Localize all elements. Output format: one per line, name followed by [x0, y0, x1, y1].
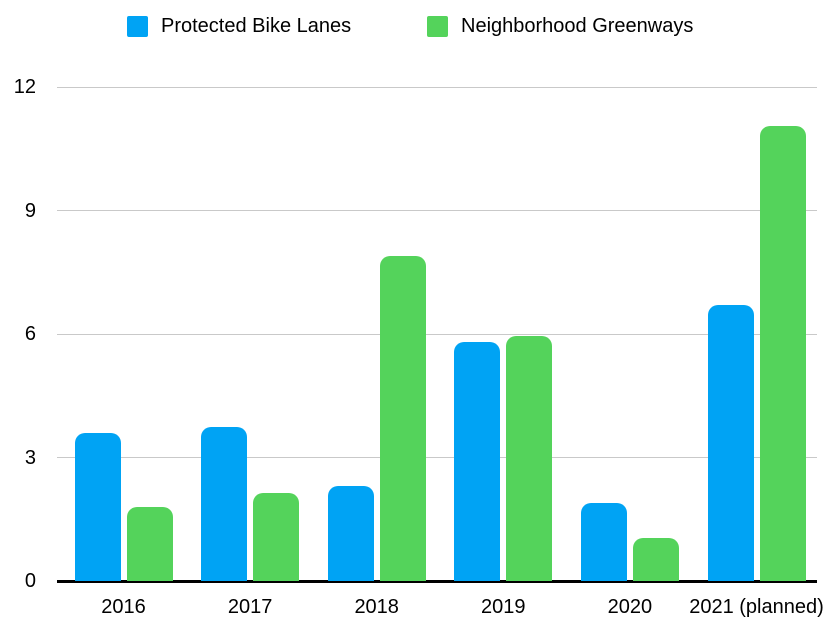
x-axis-line — [57, 580, 817, 583]
legend-item-protected-bike-lanes: Protected Bike Lanes — [127, 15, 351, 38]
chart-legend: Protected Bike Lanes Neighborhood Greenwa… — [0, 0, 835, 56]
bar-neighborhood-greenways-2017 — [253, 492, 300, 581]
x-category-label-2016: 2016 — [101, 596, 146, 618]
legend-swatch-icon — [127, 16, 148, 37]
bar-neighborhood-greenways-2020 — [632, 537, 679, 581]
bar-protected-bike-lanes-2019 — [454, 342, 501, 581]
bar-protected-bike-lanes-2016 — [74, 432, 121, 581]
bar-protected-bike-lanes-2017 — [201, 426, 248, 581]
bar-neighborhood-greenways-2019 — [506, 336, 553, 581]
y-tick-label-3: 3 — [24, 446, 36, 469]
gridline-12 — [57, 86, 817, 88]
plot-area — [57, 86, 817, 583]
legend-swatch-icon — [427, 16, 448, 37]
gridline-9 — [57, 210, 817, 211]
y-tick-label-9: 9 — [24, 199, 36, 222]
bar-neighborhood-greenways-2021-planned — [759, 126, 806, 581]
y-tick-label-6: 6 — [24, 323, 36, 345]
y-tick-label-0: 0 — [24, 570, 36, 592]
bar-neighborhood-greenways-2016 — [126, 506, 173, 581]
legend-label: Protected Bike Lanes — [161, 15, 352, 37]
y-tick-label-12: 12 — [13, 76, 36, 98]
bar-neighborhood-greenways-2018 — [379, 255, 426, 581]
x-category-label-2019: 2019 — [481, 596, 526, 618]
x-category-label-2020: 2020 — [607, 596, 653, 618]
bar-protected-bike-lanes-2021-planned — [707, 305, 754, 581]
legend-item-neighborhood-greenways: Neighborhood Greenways — [427, 15, 693, 38]
legend-label: Neighborhood Greenways — [461, 15, 694, 37]
x-category-label-2017: 2017 — [227, 596, 273, 618]
gridline-3 — [57, 457, 817, 458]
x-category-label-2018: 2018 — [354, 596, 399, 618]
bar-protected-bike-lanes-2018 — [327, 486, 374, 581]
bar-protected-bike-lanes-2020 — [580, 502, 627, 581]
gridline-6 — [57, 333, 817, 335]
x-category-label-2021-planned: 2021 (planned) — [689, 596, 824, 618]
